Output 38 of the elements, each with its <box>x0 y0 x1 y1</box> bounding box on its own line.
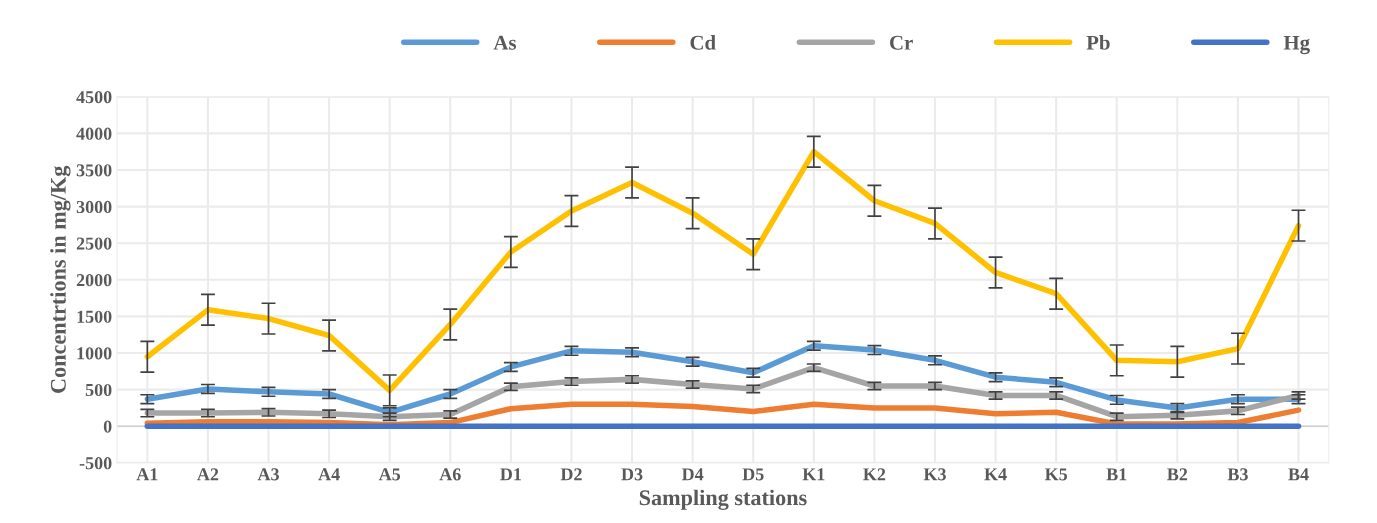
legend-label: Hg <box>1283 35 1310 55</box>
y-tick-label: 3500 <box>76 164 112 177</box>
x-tick-label: A4 <box>318 468 340 481</box>
y-tick-label: 4500 <box>76 91 112 104</box>
y-tick-label: 0 <box>103 420 112 433</box>
legend-label: Cr <box>890 35 913 50</box>
x-tick-label: A6 <box>439 468 461 481</box>
y-tick-label: 4000 <box>76 127 112 140</box>
legend-label: As <box>493 35 517 50</box>
x-tick-label: D1 <box>500 468 521 481</box>
x-tick-label: A5 <box>378 468 401 481</box>
x-tick-label: K5 <box>1044 468 1068 481</box>
x-tick-label: K3 <box>923 468 946 481</box>
x-axis-title: Sampling stations <box>639 489 807 510</box>
y-tick-label: 1500 <box>77 310 112 323</box>
y-tick-label: -500 <box>79 457 112 470</box>
x-tick-label: D2 <box>560 468 582 481</box>
x-tick-label: B2 <box>1167 468 1188 481</box>
x-tick-label: B1 <box>1106 468 1127 481</box>
y-tick-label: 1000 <box>77 347 112 360</box>
y-tick-label: 2000 <box>76 274 112 287</box>
x-tick-label: K4 <box>984 468 1007 481</box>
x-tick-label: B3 <box>1227 468 1248 481</box>
x-tick-label: A1 <box>136 468 158 481</box>
x-tick-label: K2 <box>863 468 886 481</box>
y-tick-label: 500 <box>85 383 112 397</box>
y-axis-title: Concentrtions in mg/Kg <box>50 165 71 393</box>
x-tick-label: D3 <box>621 468 643 481</box>
legend-label: Pb <box>1086 35 1110 50</box>
x-tick-label: B4 <box>1288 468 1309 481</box>
x-tick-label: K1 <box>802 468 825 481</box>
x-tick-label: A3 <box>257 468 279 481</box>
x-tick-label: D5 <box>742 468 764 481</box>
y-tick-label: 2500 <box>76 237 112 250</box>
y-tick-label: 3000 <box>76 200 112 214</box>
x-tick-label: D4 <box>681 468 704 481</box>
x-tick-label: A2 <box>197 468 219 481</box>
legend-label: Cd <box>690 35 716 50</box>
